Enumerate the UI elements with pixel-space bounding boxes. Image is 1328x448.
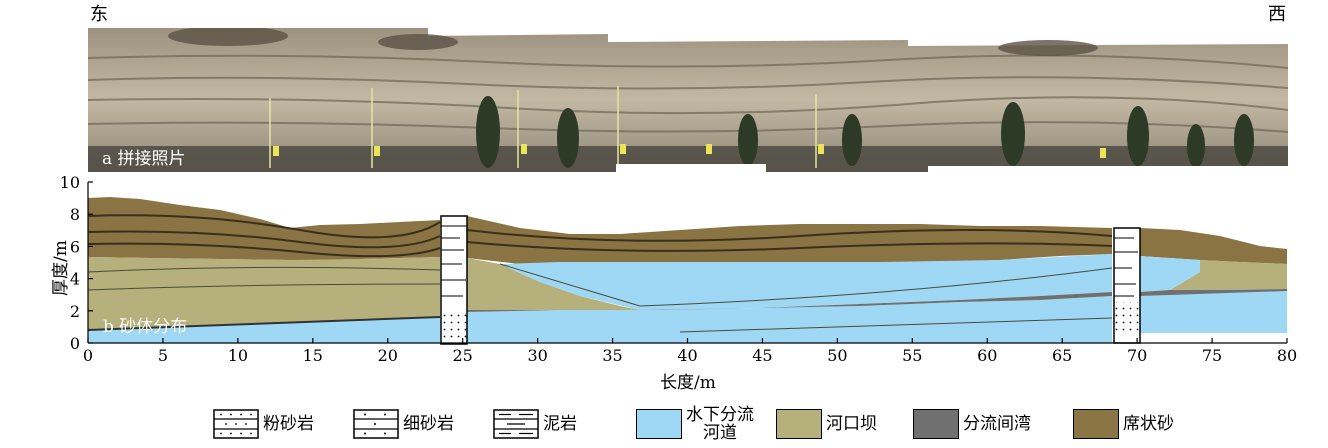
legend-label-siltstone: 粉砂岩 xyxy=(263,414,314,434)
mouth-bar-bedding-1 xyxy=(87,266,441,291)
cross-section-svg: 0 5 10 15 20 25 30 35 40 45 50 55 60 65 70 75 80 0 2 4 6 8 10… xyxy=(51,173,1297,393)
y-tick-label: 0 xyxy=(70,334,80,353)
sheet-sand-layer-2 xyxy=(467,216,1112,264)
fine-sandstone-swatch xyxy=(353,409,399,439)
sheet-sand-bedding-2 xyxy=(466,229,1113,252)
channel-lower-2 xyxy=(467,296,1112,343)
sand-body-cross-section: 0 5 10 15 20 25 30 35 40 45 50 55 60 65 70 75 80 0 2 4 6 8 10… xyxy=(0,172,1328,398)
legend-label-mudstone: 泥岩 xyxy=(543,414,577,434)
channel-layer xyxy=(88,317,440,343)
interdistributary-bay-swatch xyxy=(913,409,959,439)
y-axis-label: 厚度/m xyxy=(51,240,71,296)
x-tick-label: 65 xyxy=(1052,346,1072,365)
x-axis-label: 长度/m xyxy=(660,373,716,393)
y-tick-label: 4 xyxy=(70,270,80,289)
channel-layer-3 xyxy=(1140,256,1200,292)
x-tick-label: 20 xyxy=(378,346,398,365)
panel-a-label: a 拼接照片 xyxy=(102,149,186,169)
y-tick-label: 10 xyxy=(60,173,80,192)
legend: 粉砂岩 细砂岩 泥岩 水下分流 河道 xyxy=(0,398,1328,448)
column-2-bedding xyxy=(1114,237,1138,297)
x-tick-label: 80 xyxy=(1277,346,1297,365)
legend-item-channel: 水下分流 河道 xyxy=(636,406,754,442)
mouth-bar-swatch xyxy=(776,409,822,439)
legend-item-siltstone: 粉砂岩 xyxy=(213,406,314,442)
sheet-sand-bedding-1 xyxy=(87,214,441,258)
x-tick-label: 70 xyxy=(1127,346,1147,365)
legend-item-mudstone: 泥岩 xyxy=(493,406,577,442)
y-tick-label: 8 xyxy=(70,205,80,224)
panel-b-label: b 砂体分布 xyxy=(103,317,187,337)
y-tick-label: 6 xyxy=(70,237,80,256)
siltstone-swatch xyxy=(213,409,259,439)
channel-bedding-2 xyxy=(499,263,1113,333)
x-tick-label: 5 xyxy=(158,346,168,365)
x-tick-label: 0 xyxy=(83,346,93,365)
channel-layer-2 xyxy=(500,254,1112,310)
sheet-sand-layer xyxy=(88,197,440,260)
legend-item-interdistributary-bay: 分流间湾 xyxy=(913,406,1031,442)
x-tick-label: 75 xyxy=(1202,346,1222,365)
legend-label-interdistributary-bay: 分流间湾 xyxy=(963,414,1031,434)
column-1-bedding xyxy=(441,225,467,297)
x-tick-label: 40 xyxy=(677,346,697,365)
x-tick-label: 35 xyxy=(602,346,622,365)
y-tick-label: 2 xyxy=(70,302,80,321)
legend-item-sheet-sand: 席状砂 xyxy=(1073,406,1174,442)
x-tick-label: 10 xyxy=(228,346,248,365)
legend-label-fine-sandstone: 细砂岩 xyxy=(403,414,454,434)
bay-layer-2 xyxy=(467,292,1112,312)
column-1-fine-sandstone xyxy=(441,312,467,343)
channel-lower-3 xyxy=(1140,289,1287,333)
sheet-sand-layer-3 xyxy=(1140,228,1287,264)
outcrop-photo xyxy=(88,28,1288,172)
x-tick-label: 50 xyxy=(827,346,847,365)
east-label: 东 xyxy=(90,4,108,25)
x-tick-label: 30 xyxy=(527,346,547,365)
mudstone-swatch xyxy=(493,409,539,439)
west-label: 西 xyxy=(1268,4,1286,25)
legend-label-sheet-sand: 席状砂 xyxy=(1123,414,1174,434)
mouth-bar-layer xyxy=(88,257,440,330)
bay-thin-layer-1 xyxy=(87,316,441,331)
outcrop-photo-panel: a 拼接照片 xyxy=(88,28,1288,172)
x-tick-label: 55 xyxy=(902,346,922,365)
legend-item-fine-sandstone: 细砂岩 xyxy=(353,406,454,442)
x-tick-label: 15 xyxy=(303,346,323,365)
column-2-fine-sandstone xyxy=(1114,302,1140,334)
legend-label-channel: 水下分流 河道 xyxy=(686,405,754,443)
x-tick-label: 25 xyxy=(453,346,473,365)
mouth-bar-layer-2 xyxy=(467,258,640,310)
mouth-bar-layer-3 xyxy=(1170,260,1287,290)
channel-swatch xyxy=(636,409,682,439)
legend-label-mouth-bar: 河口坝 xyxy=(826,414,877,434)
bay-layer-3 xyxy=(1140,289,1287,296)
x-tick-label: 60 xyxy=(977,346,997,365)
sheet-sand-swatch xyxy=(1073,409,1119,439)
x-tick-label: 45 xyxy=(752,346,772,365)
legend-item-mouth-bar: 河口坝 xyxy=(776,406,877,442)
